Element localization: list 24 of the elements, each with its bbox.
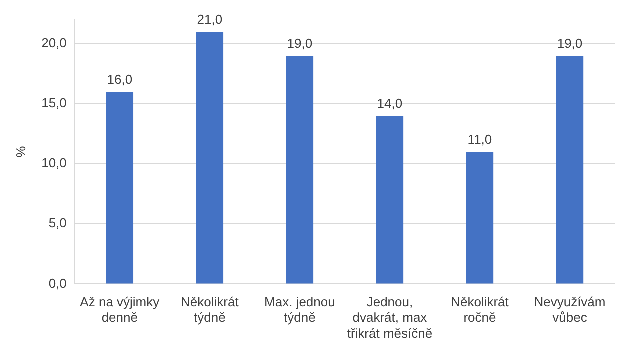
data-label: 14,0 [377,96,403,112]
y-tick-label: 5,0 [48,216,67,231]
data-label: 19,0 [287,36,313,52]
x-tick-label: Nevyužívám vůbec [534,294,606,326]
bar [286,56,314,284]
x-tick-label: Jednou, dvakrát, max třikrát měsíčně [347,294,433,341]
bar [466,152,494,284]
data-label: 11,0 [468,132,492,148]
x-tick-label: Max. jednou týdně [264,294,336,326]
y-tick-label: 0,0 [48,276,67,291]
bar [106,92,134,284]
data-label: 21,0 [197,12,223,28]
y-axis-title: % [13,146,28,158]
x-tick-label: Až na výjimky denně [80,294,160,326]
y-tick-label: 20,0 [42,36,67,51]
y-tick-label: 15,0 [42,96,67,111]
data-label: 16,0 [107,72,133,88]
bar [196,32,224,284]
y-tick-label: 10,0 [42,156,67,171]
x-tick-label: Několikrát ročně [451,294,510,326]
bar [376,116,404,284]
x-tick-label: Několikrát týdně [181,294,240,326]
data-label: 19,0 [557,36,583,52]
bar [556,56,584,284]
